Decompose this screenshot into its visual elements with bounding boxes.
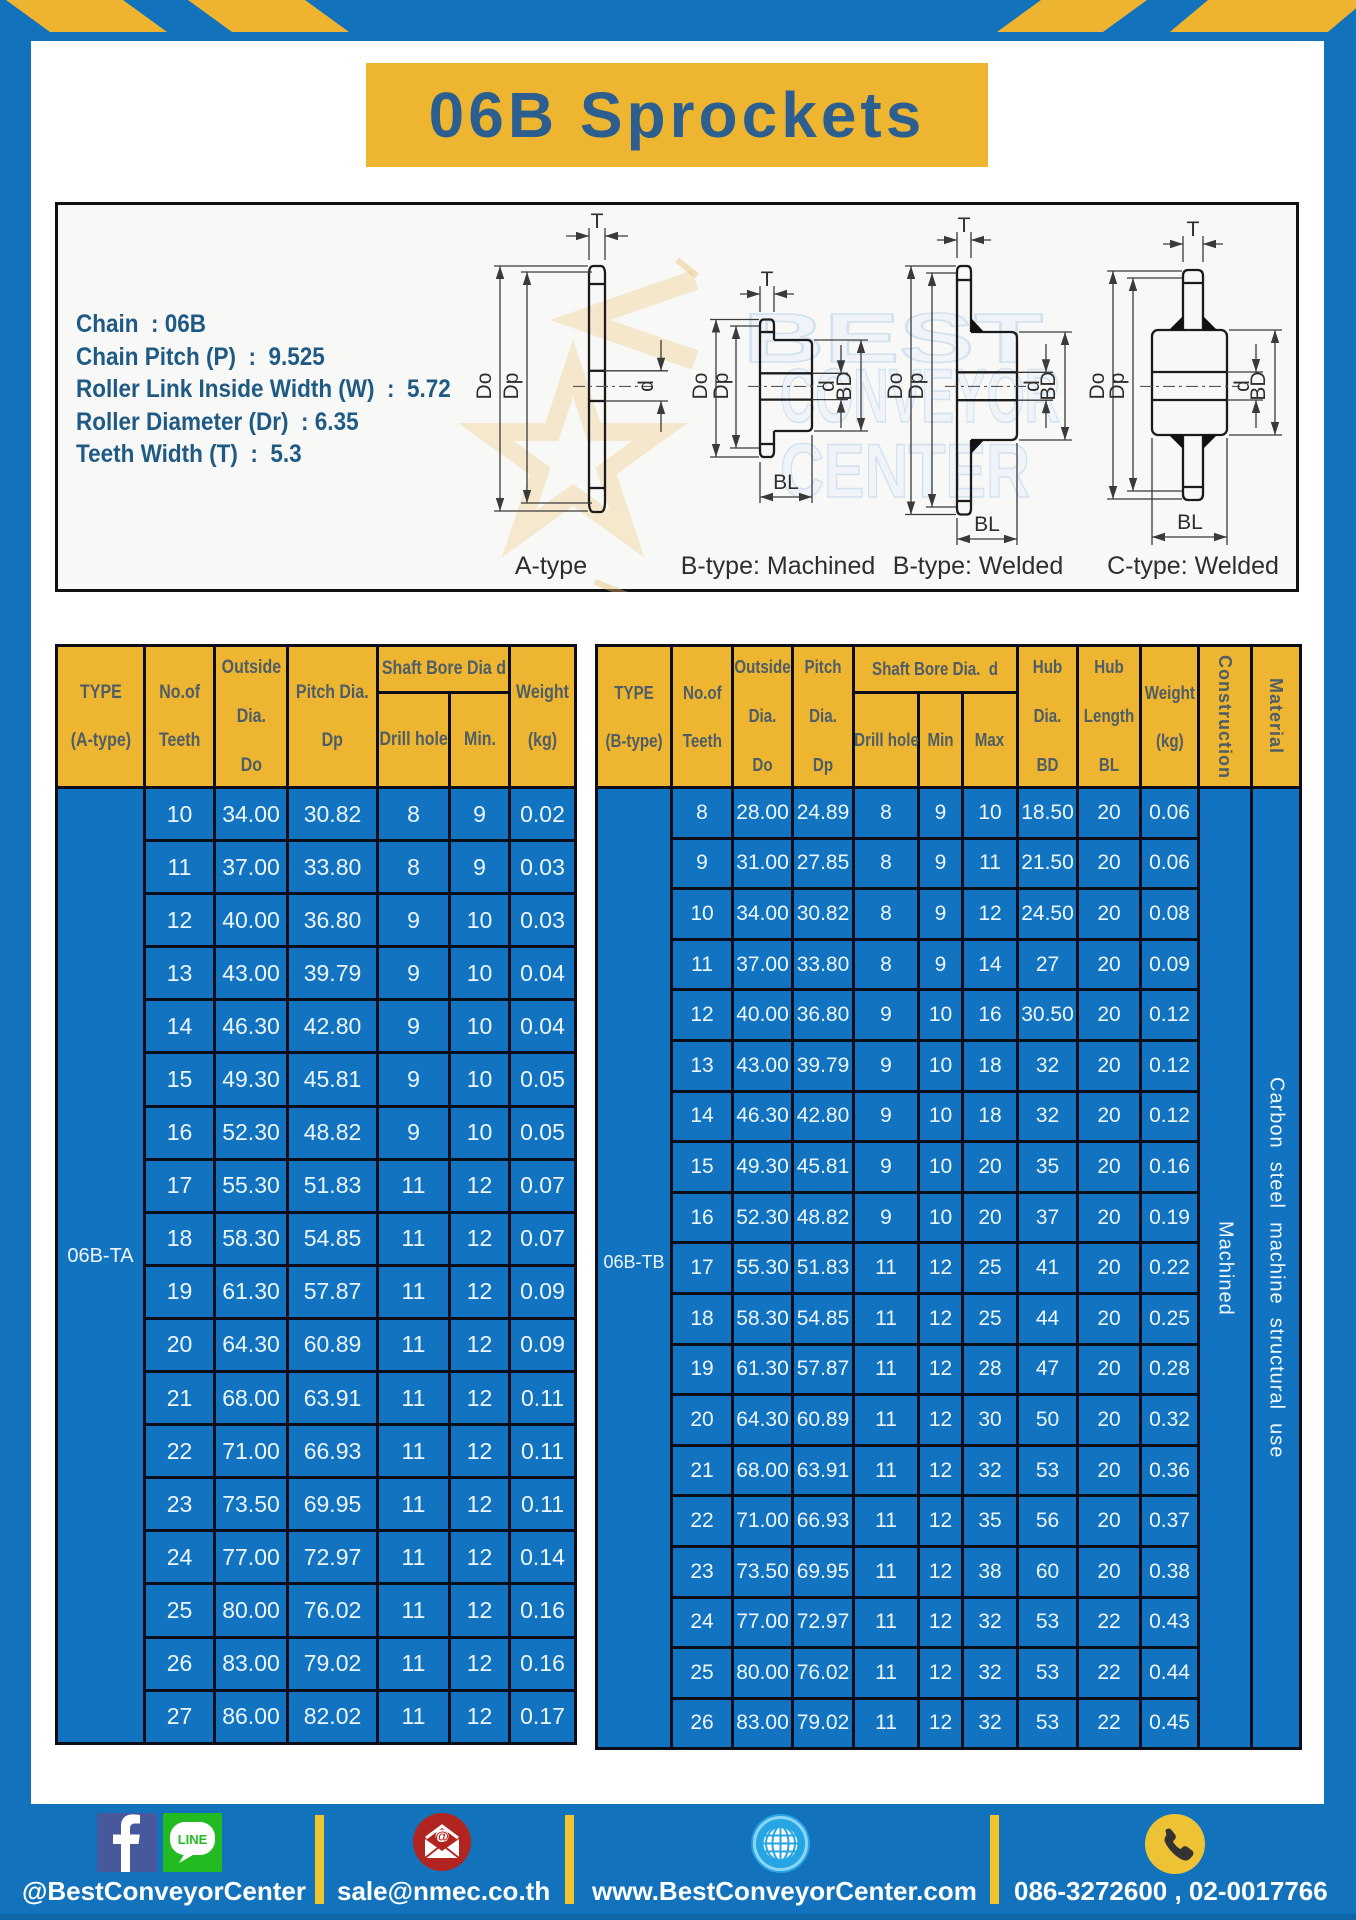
svg-text:Do: Do	[473, 373, 496, 400]
svg-text:d: d	[635, 380, 658, 392]
svg-text:BL: BL	[1177, 511, 1203, 534]
svg-text:d: d	[1021, 380, 1044, 392]
svg-text:T: T	[761, 268, 774, 291]
svg-text:T: T	[1187, 218, 1200, 241]
svg-text:BD: BD	[1247, 371, 1270, 400]
svg-text:B-type: Machined: B-type: Machined	[681, 552, 876, 580]
svg-text:Do: Do	[1086, 373, 1109, 400]
svg-text:CENTER: CENTER	[780, 429, 1030, 514]
svg-text:d: d	[1231, 380, 1254, 392]
svg-text:BL: BL	[773, 471, 799, 494]
svg-text:Dp: Dp	[710, 373, 733, 400]
svg-text:A-type: A-type	[515, 552, 587, 580]
svg-text:T: T	[591, 210, 604, 233]
svg-text:Dp: Dp	[905, 373, 928, 400]
svg-text:d: d	[816, 380, 839, 392]
svg-text:CONVEYOR: CONVEYOR	[780, 354, 1060, 439]
svg-text:Do: Do	[884, 373, 907, 400]
svg-text:C-type: Welded: C-type: Welded	[1107, 552, 1279, 580]
svg-text:BL: BL	[974, 513, 1000, 536]
svg-text:BEST: BEST	[743, 299, 1043, 377]
svg-text:BD: BD	[1037, 371, 1060, 400]
svg-text:@: @	[435, 1828, 449, 1844]
svg-text:Dp: Dp	[1106, 373, 1129, 400]
svg-text:BD: BD	[833, 371, 856, 400]
svg-text:B-type: Welded: B-type: Welded	[893, 552, 1063, 580]
svg-text:LINE: LINE	[178, 1832, 208, 1847]
svg-text:Dp: Dp	[500, 373, 523, 400]
svg-text:Do: Do	[689, 373, 712, 400]
svg-text:T: T	[958, 214, 971, 237]
